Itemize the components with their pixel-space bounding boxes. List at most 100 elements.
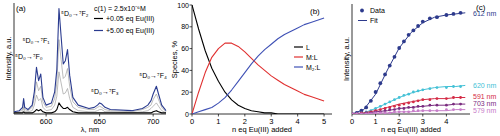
- data-point: [411, 29, 415, 33]
- data-point: [428, 87, 431, 90]
- data-point: [388, 112, 391, 115]
- y-axis: [192, 5, 193, 114]
- data-point: [445, 86, 448, 89]
- data-point: [378, 81, 382, 85]
- panel-label: (a): [16, 4, 26, 13]
- series-line: [14, 40, 166, 113]
- x-tick-label: 5: [322, 117, 326, 126]
- y-tick: [190, 70, 193, 71]
- annotation: ⁵D₀→⁷F₃: [91, 88, 119, 95]
- data-point: [379, 105, 382, 108]
- data-point: [397, 46, 401, 50]
- x-tick-label: 0: [350, 117, 354, 126]
- fit-line: [352, 104, 465, 114]
- y-tick: [190, 5, 193, 6]
- data-point: [384, 112, 387, 115]
- y-tick-label: 60: [181, 45, 189, 52]
- annotation: ⁵D₀→⁷F₄: [139, 72, 167, 79]
- y-axis-title: Intensity, a.u.: [342, 37, 351, 81]
- legend-line: [94, 30, 103, 31]
- data-point: [417, 99, 420, 102]
- data-point: [428, 104, 431, 107]
- y-tick: [190, 92, 193, 93]
- legend-line: [294, 56, 303, 57]
- data-point: [452, 85, 455, 88]
- data-point: [435, 15, 439, 19]
- plot-area: [14, 9, 166, 113]
- legend-label: Data: [370, 7, 385, 14]
- data-point: [355, 113, 358, 114]
- data-point: [393, 105, 396, 108]
- data-point: [452, 103, 455, 106]
- data-point: [403, 94, 406, 97]
- data-point: [428, 109, 431, 112]
- y-tick-label: 0: [185, 111, 189, 118]
- series-line: [192, 18, 324, 114]
- x-tick-label: 4: [296, 117, 300, 126]
- data-point: [388, 64, 392, 68]
- y-tick: [190, 26, 193, 27]
- data-point: [459, 11, 463, 15]
- data-point: [398, 107, 401, 110]
- data-point: [374, 112, 377, 115]
- x-tick-label: 600: [40, 117, 53, 126]
- data-point: [369, 99, 373, 103]
- data-point: [369, 113, 372, 114]
- data-point: [417, 109, 420, 112]
- x-tick-label: 700: [147, 117, 160, 126]
- data-point: [417, 90, 420, 93]
- data-point: [398, 96, 401, 99]
- panel: 600650700λ, nmIntensity, a.u.⁵D₀→⁷F₀⁵D₀→…: [4, 3, 167, 134]
- panel: 01234n eq Eu(III) addedIntensity, a.u.57…: [342, 3, 497, 134]
- x-axis-title: λ, nm: [81, 125, 99, 134]
- series-line: [14, 9, 166, 112]
- legend: DataFit: [358, 7, 385, 24]
- annotation: ⁵D₀→⁷F₂: [61, 10, 89, 17]
- data-point: [436, 104, 439, 107]
- y-tick: [190, 114, 193, 115]
- series-label: 579 nm: [473, 107, 497, 114]
- data-point: [445, 104, 448, 107]
- data-point: [452, 12, 456, 16]
- data-point: [412, 106, 415, 109]
- data-point: [436, 97, 439, 100]
- legend: LM:LM₂:L: [294, 44, 320, 71]
- y-tick-label: 80: [181, 23, 189, 30]
- data-point: [352, 113, 353, 114]
- y-tick-label: 40: [181, 67, 189, 74]
- data-point: [374, 90, 378, 94]
- data-point: [436, 86, 439, 89]
- panel-label: (b): [310, 7, 320, 16]
- data-point: [412, 101, 415, 104]
- data-point: [355, 113, 358, 114]
- legend-label: M₂:L: [306, 64, 320, 71]
- x-tick-label: 1: [374, 117, 378, 126]
- data-point: [459, 103, 462, 106]
- data-point: [398, 104, 401, 107]
- legend-line: [294, 66, 303, 67]
- data-point: [445, 13, 449, 17]
- data-point: [352, 113, 353, 114]
- x-tick-label: 4: [444, 117, 448, 126]
- annotation: ⁵D₀→⁷F₀: [15, 53, 43, 60]
- y-axis-title: Species, %: [170, 40, 179, 78]
- panel-label: (c): [476, 3, 486, 12]
- data-point: [452, 108, 455, 111]
- data-point: [355, 113, 358, 114]
- fit-line: [352, 85, 465, 114]
- data-point: [393, 98, 396, 101]
- y-tick-label: 100: [177, 2, 189, 9]
- panel: 012345020406080100n eq Eu(III) addedSpec…: [170, 2, 332, 135]
- series-line: [192, 43, 324, 114]
- series-label: 703 nm: [473, 100, 497, 107]
- data-point: [355, 113, 358, 114]
- legend-title: c(1) = 2.5x10⁻⁶M: [94, 5, 146, 13]
- series-label: 620 nm: [473, 82, 497, 89]
- data-point: [428, 98, 431, 101]
- data-point: [393, 110, 396, 113]
- data-point: [403, 103, 406, 106]
- data-point: [428, 16, 432, 20]
- data-point: [360, 113, 363, 114]
- data-point: [393, 55, 397, 59]
- data-point: [421, 20, 425, 24]
